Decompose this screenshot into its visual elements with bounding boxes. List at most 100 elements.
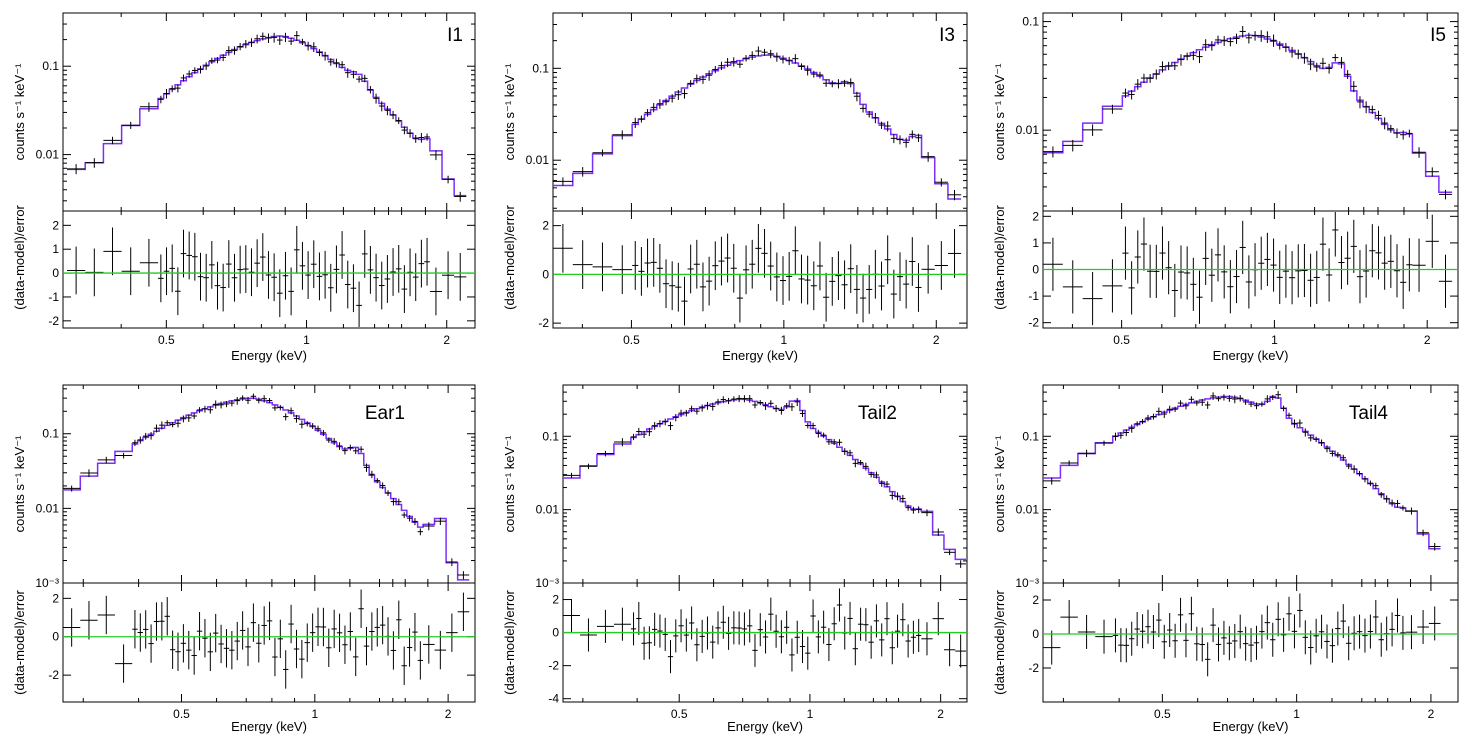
data-point [644,109,651,117]
residual-point [1412,238,1426,292]
data-point [186,414,192,422]
data-point [699,404,705,412]
y-tick-label: 2 [1032,209,1039,223]
data-point [266,398,273,404]
data-point [706,70,713,81]
data-point [779,55,787,64]
residual-point [1150,614,1157,649]
residual-point [1237,614,1243,649]
residual-point [646,626,653,660]
data-point [905,504,911,511]
y-tick-label: -2 [538,316,549,330]
residual-point [712,241,719,291]
data-point [612,130,633,140]
residual-point [197,252,204,301]
y-tick-label: 2 [542,219,549,233]
y-tick-label: 0.1 [1022,15,1039,29]
x-tick-label: 0.5 [158,333,175,347]
x-tick-label: 1 [807,707,814,721]
data-point [1253,402,1260,410]
residual-point [137,613,144,652]
data-point [1112,432,1119,441]
residual-point [350,264,357,313]
residual-point [779,256,787,305]
data-point [646,427,653,437]
panel-label: Tail4 [1349,403,1389,424]
data-point [857,460,864,466]
residual-point [1326,248,1333,302]
residual-point [1400,255,1407,309]
x-axis-label: Energy (keV) [722,348,798,363]
data-point [762,402,769,410]
residual-point [367,245,374,294]
data-point [872,113,879,124]
residual-point [741,612,748,646]
residual-point [1356,250,1364,304]
data-point [288,407,294,415]
x-tick-label: 1 [311,707,318,721]
data-point [786,56,793,66]
data-point [1245,32,1252,44]
residual-point [1166,613,1173,648]
residual-point [331,609,337,649]
y-tick-label: -2 [48,314,59,328]
residual-point [395,244,402,293]
data-point [1319,57,1327,70]
residual-point [688,606,695,640]
data-point [288,37,294,46]
data-point [363,463,370,472]
residual-frame [62,210,476,329]
data-point [277,405,284,411]
residual-point [309,613,316,652]
data-point [1171,61,1178,70]
residual-point [1302,620,1309,655]
residual-point [805,636,811,670]
residual-frame [562,582,968,703]
residual-point [894,614,901,648]
residual-frame [1042,582,1459,703]
data-point [829,80,836,88]
residual-point [1139,614,1146,649]
residual-point [836,588,843,622]
data-point [890,134,897,144]
residual-point [272,637,278,677]
data-point [320,429,327,437]
y-tick-label: 0.1 [42,427,59,441]
data-point [191,413,197,420]
residual-point [683,618,689,652]
data-point [85,158,104,168]
data-point [1381,117,1388,130]
residual-point [310,240,317,289]
residual-point [1350,219,1357,273]
data-point [1166,405,1173,414]
residual-point [245,627,251,667]
residual-point [1172,623,1178,658]
data-point [815,429,821,438]
residual-point [1077,614,1096,649]
data-point [1375,110,1382,121]
data-point [656,99,663,109]
data-point [223,401,230,408]
data-point [231,46,238,55]
residual-point [374,608,380,647]
residual-point [237,245,243,294]
data-point [1301,52,1308,64]
data-point [934,178,948,187]
data-point [374,478,380,484]
residual-point [353,637,359,677]
data-point [810,422,816,429]
data-point [153,424,160,433]
residual-point [207,632,214,672]
residual-point [390,248,396,296]
spectrum-frame [1042,384,1459,584]
residual-point [1387,234,1394,288]
data-point [804,65,811,76]
data-point [1329,450,1336,457]
data-point [1258,30,1265,42]
residual-point [630,612,637,646]
residual-point [896,252,904,302]
data-point [596,450,614,457]
data-point [847,449,853,457]
x-tick-label: 0.5 [623,333,640,347]
